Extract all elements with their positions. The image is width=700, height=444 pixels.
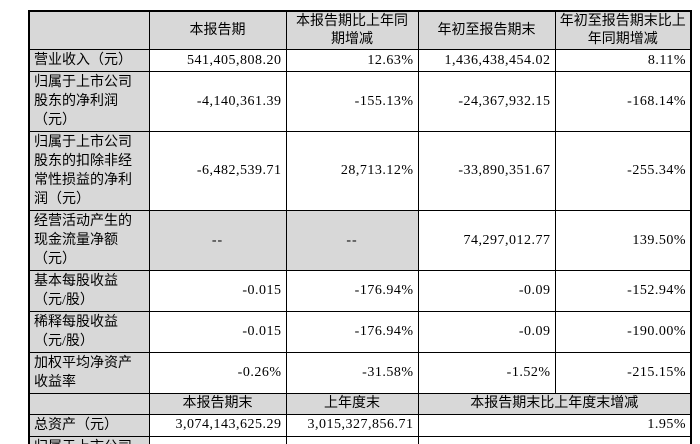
corner-cell bbox=[28, 10, 150, 50]
cell-value: -0.09 bbox=[417, 311, 556, 353]
cell-value: 1,436,438,454.02 bbox=[417, 49, 556, 72]
cell-value: 1,610,922,911.56 bbox=[148, 435, 287, 444]
row-label: 加权平均净资产收益率 bbox=[28, 352, 150, 394]
cell-value: -4,140,361.39 bbox=[148, 71, 287, 132]
cell-value: 1.95% bbox=[417, 413, 692, 437]
table-row-equity: 归属于上市公司股东的所有者权益（元） 1,610,922,911.56 1,60… bbox=[28, 435, 692, 444]
table-row-net-profit-excl-nonrecurring: 归属于上市公司股东的扣除非经常性损益的净利润（元） -6,482,539.71 … bbox=[28, 131, 692, 211]
cell-value: -31.58% bbox=[285, 352, 419, 394]
column-header-period-yoy: 本报告期比上年同期增减 bbox=[285, 10, 419, 50]
table-row-diluted-eps: 稀释每股收益（元/股） -0.015 -176.94% -0.09 -190.0… bbox=[28, 311, 692, 353]
column-header-current-period-end: 本报告期末 bbox=[148, 393, 287, 415]
cell-value: 3,074,143,625.29 bbox=[148, 413, 287, 437]
table-row-basic-eps: 基本每股收益（元/股） -0.015 -176.94% -0.09 -152.9… bbox=[28, 270, 692, 312]
cell-value: -155.13% bbox=[285, 71, 419, 132]
cell-value: -168.14% bbox=[554, 71, 692, 132]
cell-value: -33,890,351.67 bbox=[417, 131, 556, 211]
column-header-period: 本报告期 bbox=[148, 10, 287, 50]
row-label: 归属于上市公司股东的净利润（元） bbox=[28, 71, 150, 132]
column-header-prev-year-end: 上年度末 bbox=[285, 393, 419, 415]
row-label: 经营活动产生的现金流量净额（元） bbox=[28, 210, 150, 271]
cell-value: -1.52% bbox=[417, 352, 556, 394]
cell-value: -0.26% bbox=[148, 352, 287, 394]
corner-cell-2 bbox=[28, 393, 150, 415]
table-row-operating-cash-flow: 经营活动产生的现金流量净额（元） -- -- 74,297,012.77 139… bbox=[28, 210, 692, 271]
financial-summary-table: 本报告期 本报告期比上年同期增减 年初至报告期末 年初至报告期末比上年同期增减 … bbox=[28, 10, 692, 444]
cell-value: 12.63% bbox=[285, 49, 419, 72]
table-row-revenue: 营业收入（元） 541,405,808.20 12.63% 1,436,438,… bbox=[28, 49, 692, 72]
cell-value: 8.11% bbox=[554, 49, 692, 72]
cell-value: -255.34% bbox=[554, 131, 692, 211]
column-header-ytd-yoy: 年初至报告期末比上年同期增减 bbox=[554, 10, 692, 50]
row-label: 归属于上市公司股东的所有者权益（元） bbox=[28, 435, 150, 444]
table-row-weighted-avg-roe: 加权平均净资产收益率 -0.26% -31.58% -1.52% -215.15… bbox=[28, 352, 692, 394]
row-label: 营业收入（元） bbox=[28, 49, 150, 72]
cell-value: -6,482,539.71 bbox=[148, 131, 287, 211]
cell-value-dash: -- bbox=[285, 210, 419, 271]
cell-value: -215.15% bbox=[554, 352, 692, 394]
row-label: 基本每股收益（元/股） bbox=[28, 270, 150, 312]
cell-value: -176.94% bbox=[285, 311, 419, 353]
cell-value: 139.50% bbox=[554, 210, 692, 271]
cell-value: 541,405,808.20 bbox=[148, 49, 287, 72]
cell-value: 1,606,909,658.57 bbox=[285, 435, 419, 444]
cell-value: -190.00% bbox=[554, 311, 692, 353]
row-label: 稀释每股收益（元/股） bbox=[28, 311, 150, 353]
row-label: 归属于上市公司股东的扣除非经常性损益的净利润（元） bbox=[28, 131, 150, 211]
cell-value: 74,297,012.77 bbox=[417, 210, 556, 271]
cell-value: -0.015 bbox=[148, 270, 287, 312]
table-row-total-assets: 总资产（元） 3,074,143,625.29 3,015,327,856.71… bbox=[28, 413, 692, 437]
cell-value: -176.94% bbox=[285, 270, 419, 312]
table-row-net-profit: 归属于上市公司股东的净利润（元） -4,140,361.39 -155.13% … bbox=[28, 71, 692, 132]
cell-value: -24,367,932.15 bbox=[417, 71, 556, 132]
table-header-row-1: 本报告期 本报告期比上年同期增减 年初至报告期末 年初至报告期末比上年同期增减 bbox=[28, 10, 692, 50]
cell-value: -152.94% bbox=[554, 270, 692, 312]
cell-value: 0.25% bbox=[417, 435, 692, 444]
column-header-change-vs-prev-year-end: 本报告期末比上年度末增减 bbox=[417, 393, 692, 415]
row-label: 总资产（元） bbox=[28, 413, 150, 437]
table-header-row-2: 本报告期末 上年度末 本报告期末比上年度末增减 bbox=[28, 393, 692, 415]
cell-value-dash: -- bbox=[148, 210, 287, 271]
column-header-ytd: 年初至报告期末 bbox=[417, 10, 556, 50]
cell-value: 3,015,327,856.71 bbox=[285, 413, 419, 437]
cell-value: -0.015 bbox=[148, 311, 287, 353]
cell-value: -0.09 bbox=[417, 270, 556, 312]
cell-value: 28,713.12% bbox=[285, 131, 419, 211]
